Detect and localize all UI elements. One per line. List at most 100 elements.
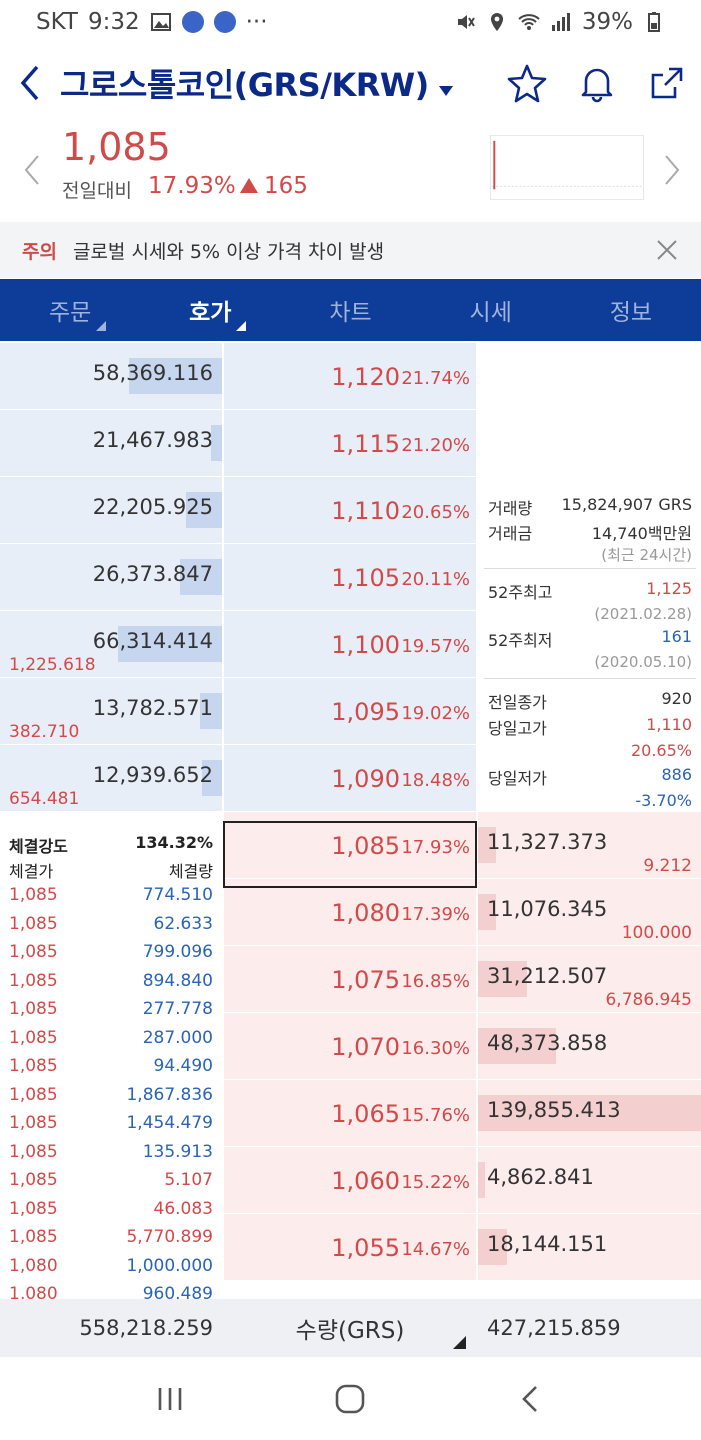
back-icon[interactable] bbox=[516, 1384, 546, 1414]
day-low-value: 886 bbox=[661, 765, 692, 784]
ask-quantity: 58,369.116 bbox=[92, 361, 213, 385]
ask-row-quantity-cell[interactable]: 22,205.925 bbox=[0, 477, 222, 543]
bid-price-cell[interactable]: 1,060 15.22% bbox=[224, 1147, 476, 1213]
bid-price-percent: 16.85% bbox=[401, 971, 470, 992]
high52-date: (2021.02.28) bbox=[594, 605, 692, 623]
ask-row-quantity-cell[interactable]: 66,314.414 1,225.618 bbox=[0, 611, 222, 677]
bid-quantity-change: 100.000 bbox=[621, 923, 692, 943]
bid-price-cell[interactable]: 1,085 17.93% bbox=[224, 812, 476, 878]
page-title[interactable]: 그로스톨코인(GRS/KRW) bbox=[60, 66, 429, 104]
ask-price-percent: 19.02% bbox=[401, 703, 470, 724]
ask-price-cell[interactable]: 1,090 18.48% bbox=[224, 745, 476, 811]
bid-price: 1,055 bbox=[331, 1234, 400, 1262]
trade-quantity: 894.840 bbox=[142, 970, 213, 991]
ask-depth-bar bbox=[118, 626, 222, 662]
change-amount: 165 bbox=[240, 173, 308, 199]
tab-market[interactable]: 시세 bbox=[421, 279, 561, 341]
tab-chart[interactable]: 차트 bbox=[280, 279, 420, 341]
bid-row-quantity-cell[interactable]: 139,855.413 bbox=[478, 1080, 701, 1146]
trade-quantity: 5,770.899 bbox=[126, 1227, 213, 1247]
ask-row-quantity-cell[interactable]: 13,782.571 382.710 bbox=[0, 678, 222, 744]
wifi-icon bbox=[518, 14, 540, 30]
ask-quantity-change: 1,225.618 bbox=[9, 655, 96, 675]
bid-row-quantity-cell[interactable]: 31,212.507 6,786.945 bbox=[478, 946, 701, 1012]
ask-price-cell[interactable]: 1,115 21.20% bbox=[224, 410, 476, 476]
bid-row-quantity-cell[interactable]: 4,862.841 bbox=[478, 1147, 701, 1213]
next-coin-chevron-icon[interactable] bbox=[660, 150, 684, 190]
ask-price-cell[interactable]: 1,100 19.57% bbox=[224, 611, 476, 677]
trade-price: 1,085 bbox=[9, 885, 58, 905]
ask-price-cell[interactable]: 1,120 21.74% bbox=[224, 343, 476, 409]
tab-orderbook[interactable]: 호가 bbox=[140, 279, 280, 341]
bid-quantity: 4,862.841 bbox=[487, 1165, 594, 1189]
ask-row-quantity-cell[interactable]: 26,373.847 bbox=[0, 544, 222, 610]
ask-price-cell[interactable]: 1,095 19.02% bbox=[224, 678, 476, 744]
share-icon[interactable] bbox=[647, 63, 687, 103]
bid-price: 1,075 bbox=[331, 966, 400, 994]
order-book[interactable]: 58,369.116 1,120 21.74% 21,467.983 1,115 21.2… bbox=[0, 341, 701, 1299]
unit-selector[interactable]: 수량(GRS) bbox=[224, 1299, 476, 1357]
ask-price-cell[interactable]: 1,105 20.11% bbox=[224, 544, 476, 610]
recent-apps-icon[interactable] bbox=[155, 1384, 185, 1414]
strength-label: 체결강도 bbox=[9, 837, 68, 856]
alarm-bell-icon[interactable] bbox=[577, 63, 617, 103]
trade-price: 1,085 bbox=[9, 999, 58, 1019]
bid-price-percent: 15.22% bbox=[401, 1172, 470, 1193]
ask-price-percent: 21.74% bbox=[401, 368, 470, 389]
recent-24h-note: (최근 24시간) bbox=[601, 546, 692, 564]
ask-row-quantity-cell[interactable]: 12,939.652 654.481 bbox=[0, 745, 222, 811]
trade-quantity: 135.913 bbox=[142, 1141, 213, 1162]
bid-price-percent: 17.39% bbox=[401, 904, 470, 925]
bid-price-cell[interactable]: 1,070 16.30% bbox=[224, 1013, 476, 1079]
high52-label: 52주최고 bbox=[488, 583, 553, 602]
warning-notice: 주의 글로벌 시세와 5% 이상 가격 차이 발생 bbox=[0, 222, 701, 278]
close-icon[interactable] bbox=[655, 238, 679, 262]
app-header: 그로스톨코인(GRS/KRW) bbox=[0, 50, 701, 116]
ask-depth-bar bbox=[211, 425, 222, 461]
trade-price: 1,080 bbox=[9, 1284, 58, 1299]
tab-info[interactable]: 정보 bbox=[561, 279, 701, 341]
title-dropdown-icon[interactable] bbox=[438, 86, 453, 96]
bid-row-quantity-cell[interactable]: 48,373.858 bbox=[478, 1013, 701, 1079]
ask-quantity: 22,205.925 bbox=[92, 495, 213, 519]
bid-quantity: 18,144.151 bbox=[487, 1232, 608, 1256]
back-button[interactable] bbox=[0, 50, 60, 116]
bid-price-cell[interactable]: 1,080 17.39% bbox=[224, 879, 476, 945]
battery-icon bbox=[648, 12, 660, 32]
trade-price: 1,085 bbox=[9, 942, 58, 962]
bid-row-quantity-cell[interactable]: 11,076.345 100.000 bbox=[478, 879, 701, 945]
amount-label: 거래금 bbox=[488, 524, 533, 543]
bid-total: 427,215.859 bbox=[487, 1316, 621, 1340]
volume-label: 거래량 bbox=[488, 499, 533, 518]
bid-row-quantity-cell[interactable]: 11,327.373 9.212 bbox=[478, 812, 701, 878]
favorite-star-icon[interactable] bbox=[507, 63, 547, 103]
bid-price-cell[interactable]: 1,065 15.76% bbox=[224, 1080, 476, 1146]
ask-price: 1,115 bbox=[331, 430, 400, 458]
prev-coin-chevron-icon[interactable] bbox=[20, 150, 44, 190]
ask-row-quantity-cell[interactable]: 21,467.983 bbox=[0, 410, 222, 476]
trade-quantity: 1,454.479 bbox=[126, 1113, 213, 1133]
ask-price-cell[interactable]: 1,110 20.65% bbox=[224, 477, 476, 543]
bid-price-cell[interactable]: 1,075 16.85% bbox=[224, 946, 476, 1012]
home-icon[interactable] bbox=[334, 1383, 366, 1415]
bid-row-quantity-cell[interactable]: 18,144.151 bbox=[478, 1214, 701, 1280]
trade-quantity: 960.489 bbox=[142, 1284, 213, 1299]
low52-value: 161 bbox=[661, 627, 692, 646]
current-price-highlight bbox=[223, 821, 477, 888]
ask-depth-bar bbox=[186, 492, 222, 528]
bid-price-cell[interactable]: 1,055 14.67% bbox=[224, 1214, 476, 1280]
trade-price: 1,085 bbox=[9, 1198, 58, 1219]
ask-row-quantity-cell[interactable]: 58,369.116 bbox=[0, 343, 222, 409]
bid-quantity-change: 9.212 bbox=[643, 856, 692, 876]
tab-order[interactable]: 주문 bbox=[0, 279, 140, 341]
coin-info-panel: 거래량 15,824,907 GRS 거래금 14,740백만원 (최근 24시… bbox=[478, 489, 701, 825]
mini-price-chart bbox=[490, 135, 644, 200]
trade-price: 1,085 bbox=[9, 1084, 58, 1105]
trade-price: 1,085 bbox=[9, 970, 58, 991]
bid-depth-bar bbox=[478, 1095, 701, 1131]
mute-icon bbox=[457, 15, 475, 29]
trade-quantity: 1,867.836 bbox=[126, 1084, 213, 1105]
bid-depth-bar bbox=[478, 961, 527, 997]
bid-quantity: 48,373.858 bbox=[487, 1031, 608, 1055]
trade-quantity: 5.107 bbox=[164, 1170, 213, 1190]
